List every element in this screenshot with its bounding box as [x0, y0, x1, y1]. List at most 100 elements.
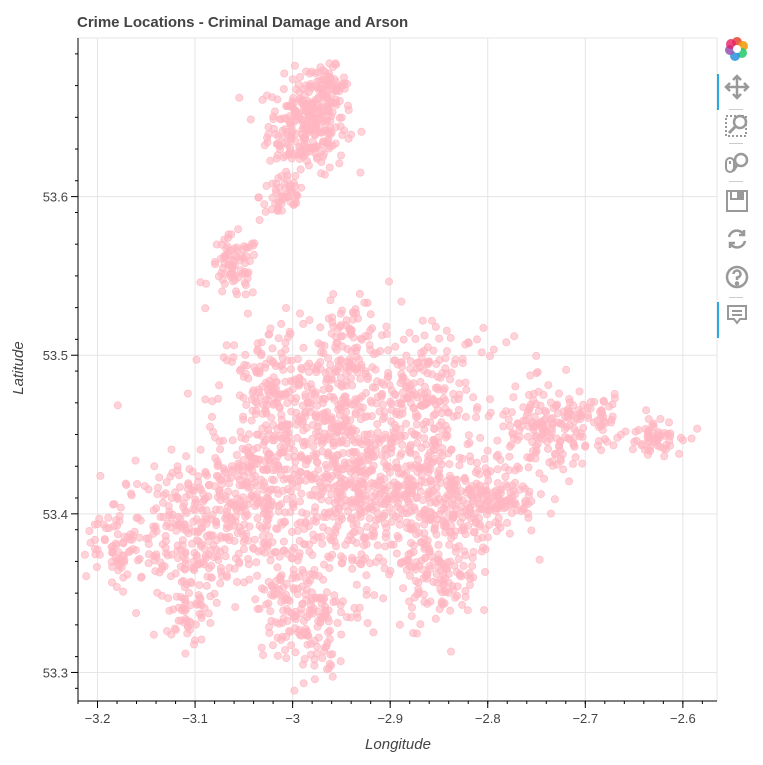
scatter-point	[442, 326, 451, 335]
scatter-point	[397, 400, 406, 409]
scatter-point	[389, 540, 398, 549]
scatter-point	[411, 334, 420, 343]
scatter-point	[232, 290, 241, 299]
scatter-point	[275, 141, 284, 150]
scatter-point	[281, 646, 290, 655]
scatter-point	[210, 482, 219, 491]
scatter-point	[524, 491, 533, 500]
scatter-point	[263, 521, 272, 530]
scatter-point	[176, 514, 185, 523]
scatter-point	[302, 576, 311, 585]
scatter-point	[345, 449, 354, 458]
box-zoom-tool-icon[interactable]	[717, 110, 757, 140]
scatter-point	[405, 499, 414, 508]
scatter-point	[220, 235, 229, 244]
scatter-point	[399, 335, 408, 344]
scatter-point	[461, 592, 470, 601]
wheel-zoom-tool-icon[interactable]	[717, 148, 757, 178]
scatter-point	[281, 303, 290, 312]
scatter-point	[421, 505, 430, 514]
scatter-point	[297, 489, 306, 498]
scatter-point	[297, 365, 306, 374]
scatter-point	[523, 432, 532, 441]
scatter-point	[465, 452, 474, 461]
y-tick-label: 53.3	[43, 665, 68, 680]
scatter-point	[508, 429, 517, 438]
scatter-point	[519, 416, 528, 425]
scatter-point	[420, 554, 429, 563]
scatter-point	[327, 329, 336, 338]
scatter-point	[244, 555, 253, 564]
scatter-point	[346, 514, 355, 523]
scatter-point	[447, 499, 456, 508]
scatter-point	[478, 533, 487, 542]
scatter-point	[336, 373, 345, 382]
scatter-point	[228, 465, 237, 474]
scatter-point	[249, 241, 258, 250]
scatter-point	[324, 606, 333, 615]
scatter-point	[262, 421, 271, 430]
scatter-point	[435, 334, 444, 343]
scatter-point	[126, 535, 135, 544]
scatter-point	[420, 331, 429, 340]
scatter-point	[100, 535, 109, 544]
scatter-point	[213, 394, 222, 403]
save-tool-icon[interactable]	[717, 186, 757, 216]
scatter-point	[328, 63, 337, 72]
scatter-point	[265, 532, 274, 541]
scatter-point	[255, 216, 264, 225]
scatter-point	[411, 577, 420, 586]
scatter-point	[259, 478, 268, 487]
scatter-point	[255, 521, 264, 530]
scatter-point	[545, 458, 554, 467]
scatter-point	[317, 495, 326, 504]
scatter-point	[434, 540, 443, 549]
scatter-point	[387, 386, 396, 395]
scatter-point	[524, 463, 533, 472]
scatter-point	[460, 547, 469, 556]
scatter-point	[319, 150, 328, 159]
scatter-point	[215, 381, 224, 390]
scatter-point	[303, 469, 312, 478]
hover-tool-icon[interactable]	[717, 300, 757, 338]
scatter-point	[439, 394, 448, 403]
pan-tool-icon[interactable]	[717, 72, 757, 110]
scatter-point	[472, 335, 481, 344]
scatter-point	[380, 413, 389, 422]
bokeh-logo-icon[interactable]	[717, 34, 757, 64]
scatter-point	[211, 433, 220, 442]
scatter-point	[222, 533, 231, 542]
scatter-point	[113, 401, 122, 410]
scatter-point	[329, 322, 338, 331]
scatter-point	[151, 522, 160, 531]
scatter-point	[225, 522, 234, 531]
scatter-point	[527, 526, 536, 535]
scatter-point	[288, 500, 297, 509]
scatter-point	[295, 549, 304, 558]
scatter-point	[269, 112, 278, 121]
scatter-point	[226, 272, 235, 281]
scatter-point	[503, 518, 512, 527]
scatter-point	[631, 427, 640, 436]
scatter-point	[299, 85, 308, 94]
scatter-point	[311, 130, 320, 139]
scatter-point	[381, 542, 390, 551]
help-tool-icon[interactable]	[717, 262, 757, 292]
scatter-point	[320, 395, 329, 404]
scatter-point	[189, 517, 198, 526]
scatter-point	[594, 423, 603, 432]
scatter-point	[338, 559, 347, 568]
scatter-point	[693, 424, 702, 433]
scatter-point	[167, 445, 176, 454]
scatter-point	[292, 393, 301, 402]
scatter-point	[441, 430, 450, 439]
scatter-point	[268, 179, 277, 188]
scatter-point	[391, 342, 400, 351]
scatter-point	[224, 230, 233, 239]
x-axis: −3.2 −3.1 −3 −2.9 −2.8 −2.7 −2.6	[77, 700, 717, 726]
reset-tool-icon[interactable]	[717, 224, 757, 254]
scatter-point	[476, 433, 485, 442]
scatter-point	[340, 475, 349, 484]
scatter-point	[402, 566, 411, 575]
x-axis-label: Longitude	[365, 736, 431, 753]
